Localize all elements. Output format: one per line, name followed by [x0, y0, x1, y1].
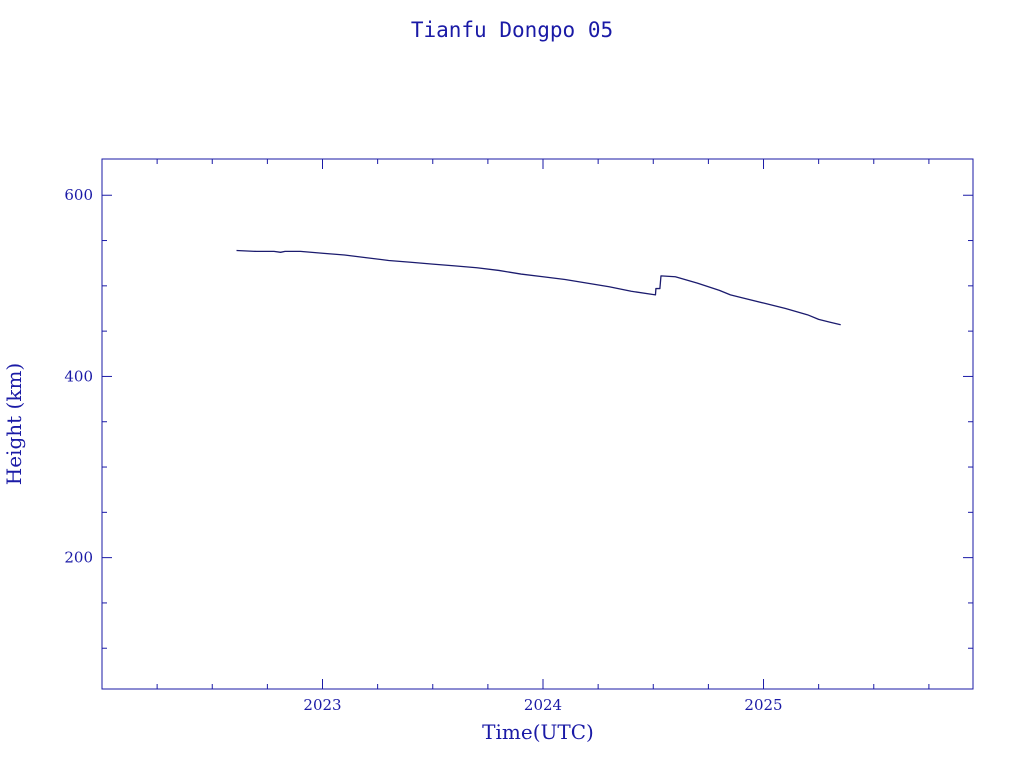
y-tick-label: 200	[64, 549, 93, 567]
x-axis-ticks	[101, 159, 930, 689]
x-tick-label: 2024	[524, 696, 562, 714]
y-tick-label: 400	[64, 367, 93, 385]
x-axis-label: Time(UTC)	[482, 720, 594, 744]
y-tick-label: 600	[64, 186, 93, 204]
y-axis-tick-labels: 200 400 600	[64, 186, 93, 566]
chart-title: Tianfu Dongpo 05	[411, 18, 613, 42]
y-axis-label: Height (km)	[2, 363, 26, 485]
y-axis-ticks	[102, 194, 973, 649]
x-tick-label: 2023	[303, 696, 341, 714]
plot-frame	[101, 158, 974, 690]
series-line	[236, 249, 841, 326]
x-axis-tick-labels: 2023 2024 2025	[303, 696, 782, 714]
series-group	[236, 249, 841, 326]
x-tick-label: 2025	[744, 696, 782, 714]
